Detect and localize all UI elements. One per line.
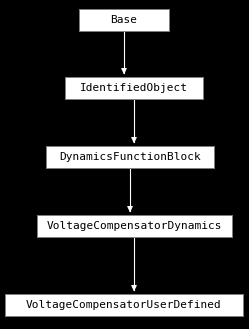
Text: DynamicsFunctionBlock: DynamicsFunctionBlock [59, 152, 201, 162]
Text: VoltageCompensatorDynamics: VoltageCompensatorDynamics [46, 221, 222, 231]
Bar [5, 294, 243, 316]
Bar [79, 9, 169, 31]
Text: Base: Base [111, 15, 137, 25]
Text: VoltageCompensatorUserDefined: VoltageCompensatorUserDefined [26, 300, 222, 310]
Bar [65, 77, 203, 99]
Bar [37, 215, 232, 237]
Text: IdentifiedObject: IdentifiedObject [80, 83, 188, 93]
Bar [46, 146, 214, 168]
